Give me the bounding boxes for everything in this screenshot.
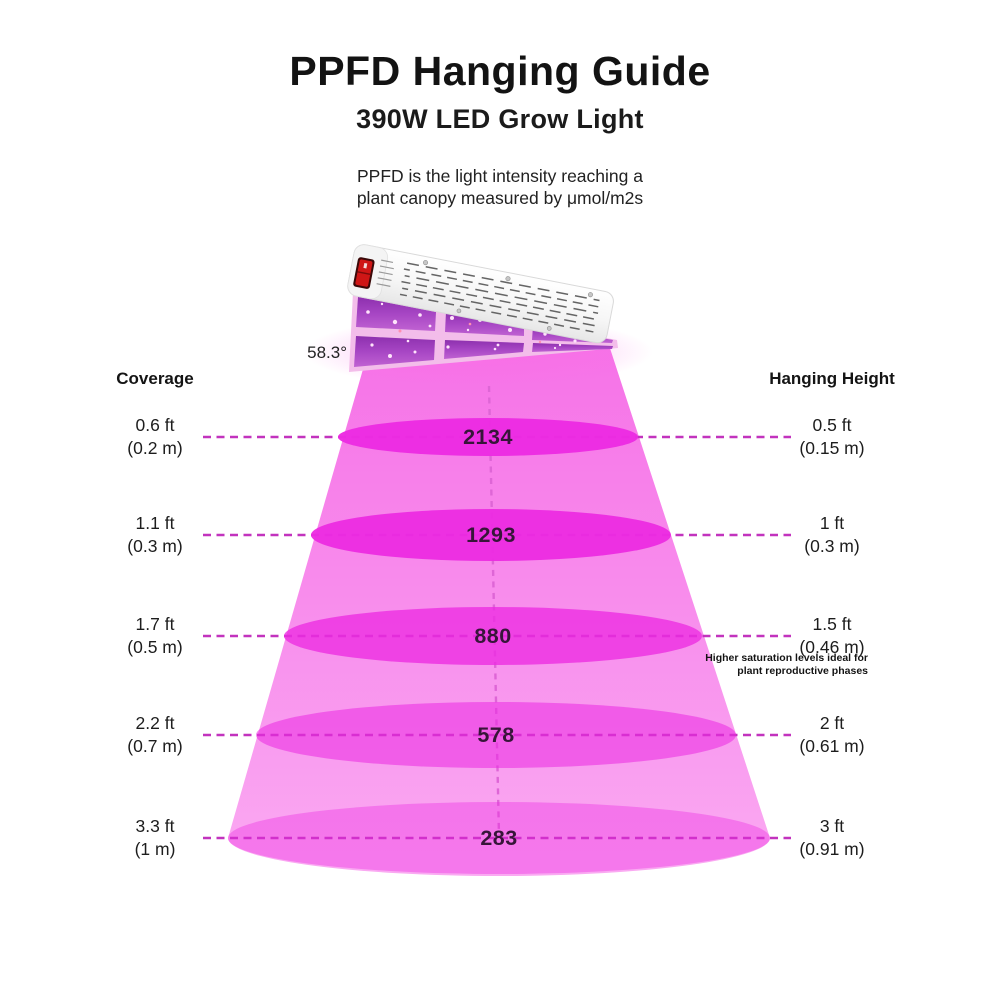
ppfd-value-4: 578 [477,723,515,747]
ppfd-value-2: 1293 [466,523,516,547]
height-label-3: 1.5 ft (0.46 m) [799,614,865,657]
ppfd-description-line1: PPFD is the light intensity reaching a [357,166,643,186]
ppfd-value-3: 880 [474,624,512,648]
height-label-4: 2 ft (0.61 m) [799,713,865,756]
end-cap-vents [376,259,394,287]
height-label-5: 3 ft (0.91 m) [799,816,865,859]
ppfd-description-line2: plant canopy measured by μmol/m2s [356,188,644,209]
ppfd-ellipse-5 [228,802,770,874]
ppfd-ellipses [228,418,770,874]
ppfd-value-5: 283 [480,826,518,850]
led-cell [445,312,524,336]
led-cell [356,297,436,331]
coverage-label-2: 1.1 ft (0.3 m) [127,513,183,556]
led-cell [532,343,613,352]
led-sparkles [366,302,577,358]
led-cell [354,336,435,367]
page-subtitle: 390W LED Grow Light [356,104,644,134]
housing-screws [423,260,593,331]
fixture-housing [347,244,614,344]
grow-light-fixture [303,244,653,388]
coverage-column-header: Coverage [116,369,194,388]
beam-angle-label: 58.3° [307,343,347,362]
height-label-2: 1 ft (0.3 m) [804,513,860,556]
coverage-label-5: 3.3 ft (1 m) [134,816,176,859]
saturation-note: Higher saturation levels ideal for plant … [705,652,868,678]
ppfd-ellipse-4 [256,702,736,768]
led-cell [444,340,524,359]
led-panel [349,292,618,372]
power-switch [353,257,375,289]
ppfd-ellipse-3 [284,607,702,665]
ppfd-ellipse-1 [338,418,638,456]
coverage-label-1: 0.6 ft (0.2 m) [127,415,183,458]
height-label-1: 0.5 ft (0.15 m) [799,415,865,458]
coverage-label-3: 1.7 ft (0.5 m) [127,614,183,657]
ppfd-value-1: 2134 [463,425,513,449]
light-cone [228,336,770,876]
hanging-height-column-header: Hanging Height [769,369,895,388]
page-title: PPFD Hanging Guide [289,48,711,94]
coverage-label-4: 2.2 ft (0.7 m) [127,713,183,756]
ppfd-description: PPFD is the light intensity reaching a pl… [0,165,1000,210]
vent-grille [399,262,600,333]
ppfd-ellipse-2 [311,509,671,561]
